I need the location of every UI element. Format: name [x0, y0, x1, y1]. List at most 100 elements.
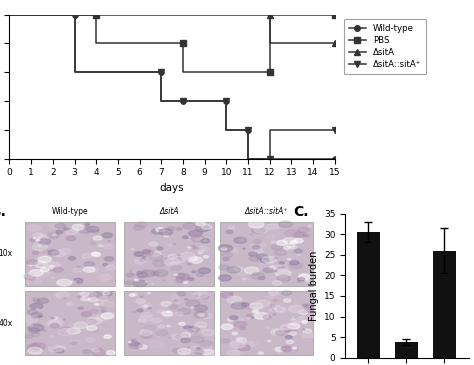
- Circle shape: [32, 251, 38, 254]
- Circle shape: [143, 305, 148, 307]
- Circle shape: [201, 349, 213, 354]
- Circle shape: [149, 242, 157, 246]
- Circle shape: [85, 293, 90, 295]
- Circle shape: [298, 227, 310, 233]
- Circle shape: [303, 329, 311, 333]
- Circle shape: [47, 320, 62, 327]
- Circle shape: [27, 310, 38, 314]
- Circle shape: [73, 224, 84, 230]
- Circle shape: [250, 303, 263, 309]
- Circle shape: [278, 249, 287, 254]
- Circle shape: [27, 260, 37, 265]
- Circle shape: [102, 233, 113, 238]
- Circle shape: [193, 247, 199, 249]
- Circle shape: [167, 244, 172, 246]
- Circle shape: [86, 226, 99, 232]
- Circle shape: [95, 303, 99, 305]
- Circle shape: [278, 352, 283, 354]
- Circle shape: [189, 257, 202, 263]
- Circle shape: [221, 248, 227, 250]
- Circle shape: [273, 299, 277, 301]
- Circle shape: [280, 347, 282, 348]
- Circle shape: [253, 246, 260, 249]
- Circle shape: [200, 313, 212, 319]
- Circle shape: [254, 312, 268, 319]
- Circle shape: [277, 307, 281, 309]
- Circle shape: [247, 318, 249, 319]
- Circle shape: [190, 257, 198, 261]
- Circle shape: [78, 292, 85, 295]
- Circle shape: [92, 348, 100, 352]
- Circle shape: [202, 330, 215, 336]
- Circle shape: [195, 239, 200, 241]
- Circle shape: [282, 291, 292, 295]
- Circle shape: [277, 275, 290, 281]
- Circle shape: [173, 349, 181, 353]
- Circle shape: [272, 281, 282, 285]
- Circle shape: [219, 265, 229, 270]
- Circle shape: [177, 302, 180, 304]
- Circle shape: [188, 327, 200, 332]
- Circle shape: [84, 293, 95, 297]
- Text: B.: B.: [0, 205, 7, 219]
- Circle shape: [230, 341, 245, 348]
- Circle shape: [140, 259, 145, 261]
- Circle shape: [105, 292, 112, 295]
- Circle shape: [104, 257, 114, 261]
- Circle shape: [28, 344, 40, 350]
- Circle shape: [106, 244, 112, 247]
- Circle shape: [254, 249, 263, 253]
- Circle shape: [48, 345, 63, 352]
- Circle shape: [259, 262, 273, 269]
- Circle shape: [179, 322, 185, 325]
- Circle shape: [30, 239, 36, 242]
- Circle shape: [221, 324, 233, 330]
- Circle shape: [174, 300, 177, 301]
- Circle shape: [279, 221, 292, 227]
- Bar: [395, 342, 418, 358]
- Circle shape: [82, 312, 91, 316]
- Circle shape: [84, 262, 94, 266]
- Circle shape: [171, 256, 185, 263]
- Circle shape: [195, 350, 204, 354]
- Circle shape: [181, 252, 195, 259]
- Circle shape: [194, 305, 208, 311]
- Circle shape: [73, 283, 75, 284]
- Circle shape: [234, 237, 246, 243]
- Circle shape: [140, 303, 151, 308]
- Circle shape: [254, 226, 268, 233]
- Circle shape: [27, 324, 33, 326]
- Circle shape: [97, 292, 111, 299]
- Circle shape: [48, 233, 59, 238]
- Circle shape: [36, 308, 40, 310]
- Circle shape: [41, 253, 46, 255]
- FancyBboxPatch shape: [25, 291, 115, 355]
- Circle shape: [128, 343, 141, 349]
- Circle shape: [83, 267, 95, 272]
- Circle shape: [163, 280, 165, 281]
- Circle shape: [290, 246, 297, 249]
- Circle shape: [101, 313, 114, 319]
- Circle shape: [294, 232, 305, 237]
- Circle shape: [82, 350, 91, 354]
- Circle shape: [68, 325, 72, 327]
- Circle shape: [268, 341, 271, 342]
- Circle shape: [143, 250, 154, 255]
- Circle shape: [297, 281, 301, 282]
- Circle shape: [152, 272, 159, 275]
- Circle shape: [292, 347, 296, 349]
- Circle shape: [300, 306, 315, 312]
- Circle shape: [39, 265, 43, 266]
- Circle shape: [184, 326, 191, 329]
- Circle shape: [294, 249, 302, 253]
- Circle shape: [193, 291, 208, 298]
- Circle shape: [102, 244, 113, 249]
- Circle shape: [43, 249, 48, 251]
- Circle shape: [178, 349, 191, 354]
- Circle shape: [176, 278, 186, 283]
- Circle shape: [76, 281, 82, 284]
- Circle shape: [237, 271, 246, 276]
- Circle shape: [203, 240, 208, 242]
- Circle shape: [228, 226, 235, 229]
- Circle shape: [292, 319, 295, 320]
